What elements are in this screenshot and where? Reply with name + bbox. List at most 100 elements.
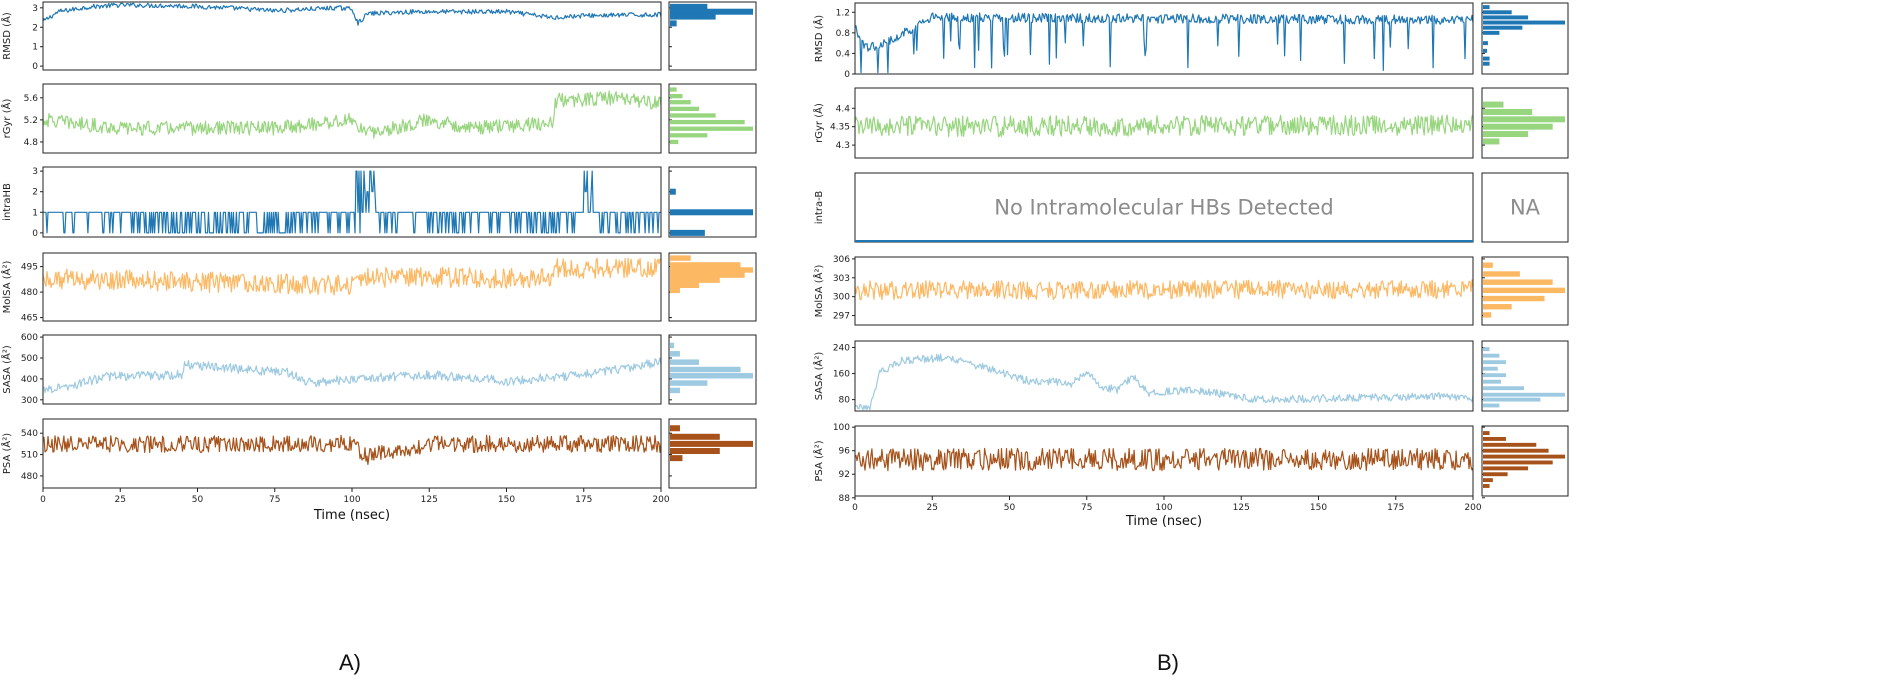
subplot-rgyr: rGyr (Å) 4.8 5.2 5.6 [0, 83, 757, 154]
rmsd-ytick-label: 1 [32, 43, 38, 53]
sasa-hist-bar [1483, 366, 1498, 371]
psa-ytick-label: 540 [21, 429, 38, 439]
intrahb-hist-frame [1481, 172, 1569, 243]
intrahb-ytick-label: 1 [32, 208, 38, 218]
sasa-hist-bar [670, 380, 708, 386]
sasa-hist-bar [1483, 386, 1524, 391]
sasa-series-line [855, 353, 1473, 411]
intrahb-ytick-label: 3 [32, 167, 38, 177]
intrahb-hist-bar [670, 209, 753, 216]
panel-label: B) [1157, 650, 1179, 675]
psa-hist-bar [1483, 478, 1493, 483]
molsa-ytick-label: 465 [21, 314, 38, 324]
sasa-ylabel: SASA (Å²) [812, 352, 825, 401]
subplot-intrahb: intra-B No Intramolecular HBs Detected NA [814, 172, 1569, 243]
rmsd-hist-frame [668, 1, 757, 71]
molsa-series-line [855, 279, 1473, 301]
rgyr-series-line [855, 114, 1473, 138]
no-data-message: No Intramolecular HBs Detected [994, 196, 1334, 220]
rgyr-frame [42, 83, 662, 154]
intrahb-hist-bar [670, 229, 705, 236]
rgyr-ytick-label: 4.35 [830, 123, 850, 133]
rmsd-series-line [855, 12, 1473, 74]
subplot-psa: PSA (Å²) 88 92 96 100 [812, 423, 1569, 504]
intrahb-ytick-label: 2 [32, 188, 38, 198]
intrahb-ytick-label: 0 [32, 229, 38, 239]
sasa-hist-bar [1483, 397, 1541, 402]
rmsd-hist-bar [1483, 61, 1490, 66]
rmsd-hist-bar [1483, 10, 1512, 15]
molsa-hist-bar [670, 255, 691, 261]
intrahb-ylabel: intra-B [814, 191, 825, 225]
sasa-hist-bar [670, 387, 680, 394]
sasa-ytick-label: 500 [21, 354, 38, 364]
psa-hist-bar [1483, 460, 1553, 465]
rmsd-frame [42, 1, 662, 71]
psa-hist-frame [668, 418, 757, 489]
psa-ytick-label: 480 [21, 472, 38, 482]
rmsd-hist-frame [1481, 2, 1569, 75]
rgyr-hist-bar [670, 139, 679, 145]
psa-ytick-label: 92 [839, 470, 850, 480]
x-axis-label: Time (nsec) [1125, 514, 1202, 529]
rgyr-hist-bar [670, 133, 708, 138]
rgyr-hist-bar [670, 87, 677, 92]
rgyr-hist-bar [670, 119, 745, 125]
molsa-hist-bar [1483, 287, 1565, 294]
sasa-hist-bar [670, 366, 741, 373]
rgyr-ytick-label: 5.2 [24, 116, 38, 126]
rgyr-hist-bar [670, 126, 753, 131]
psa-ylabel: PSA (Å²) [812, 440, 825, 481]
rmsd-hist-bar [1483, 25, 1523, 30]
intrahb-ylabel: intraHB [2, 183, 13, 221]
intrahb-hist-frame [668, 166, 757, 238]
x-axis-label: Time (nsec) [313, 508, 390, 523]
psa-ylabel: PSA (Å²) [0, 433, 13, 474]
sasa-frame [854, 340, 1474, 412]
psa-hist-bar [1483, 431, 1490, 436]
molsa-hist-bar [1483, 304, 1512, 310]
subplot-sasa: SASA (Å²) 300 400 500 600 [0, 333, 757, 406]
intrahb-frame [42, 166, 662, 238]
xtick-label: 50 [1004, 503, 1016, 513]
rmsd-ytick-label: 3 [32, 4, 38, 14]
molsa-ytick-label: 495 [21, 263, 38, 273]
molsa-hist-bar [1483, 271, 1520, 277]
sasa-ytick-label: 600 [21, 333, 38, 343]
psa-hist-bar [1483, 454, 1565, 459]
rgyr-ytick-label: 4.8 [24, 138, 39, 148]
psa-hist-bar [1483, 472, 1508, 477]
rgyr-hist-bar [1483, 123, 1553, 130]
subplot-rgyr: rGyr (Å) 4.3 4.35 4.4 [812, 87, 1569, 159]
molsa-hist-bar [670, 267, 753, 273]
rgyr-hist-bar [1483, 116, 1565, 123]
sasa-ytick-label: 400 [21, 375, 38, 385]
psa-series-line [43, 434, 661, 465]
xtick-label: 175 [575, 495, 592, 505]
rgyr-hist-bar [1483, 138, 1500, 145]
psa-hist-bar [1483, 448, 1549, 453]
rmsd-hist-bar [1483, 20, 1565, 25]
panel-b: RMSD (Å) 0 0.4 0.8 1.2 rGyr (Å) 4.3 4.35 4.4 intr… [812, 2, 1569, 675]
psa-hist-bar [1483, 484, 1490, 488]
sasa-hist-bar [670, 359, 700, 365]
xtick-label: 150 [1310, 503, 1327, 513]
xtick-label: 75 [1081, 503, 1092, 513]
rmsd-ylabel: RMSD (Å) [812, 15, 825, 63]
molsa-hist-frame [1481, 256, 1569, 326]
molsa-hist-bar [670, 272, 745, 278]
rmsd-hist-bar [670, 3, 708, 10]
molsa-ylabel: MolSA (Å²) [0, 261, 13, 314]
panel-label: A) [339, 650, 361, 675]
intrahb-hist-bar [670, 188, 676, 195]
psa-hist-bar [670, 433, 720, 440]
sasa-hist-frame [1481, 340, 1569, 412]
psa-hist-bar [1483, 442, 1537, 447]
xtick-label: 125 [1233, 503, 1250, 513]
sasa-ytick-label: 80 [839, 396, 851, 406]
rmsd-ytick-label: 2 [32, 23, 38, 33]
sasa-hist-bar [1483, 373, 1506, 378]
psa-hist-frame [1481, 425, 1569, 497]
rgyr-hist-bar [1483, 108, 1533, 115]
rmsd-ylabel: RMSD (Å) [0, 12, 13, 60]
